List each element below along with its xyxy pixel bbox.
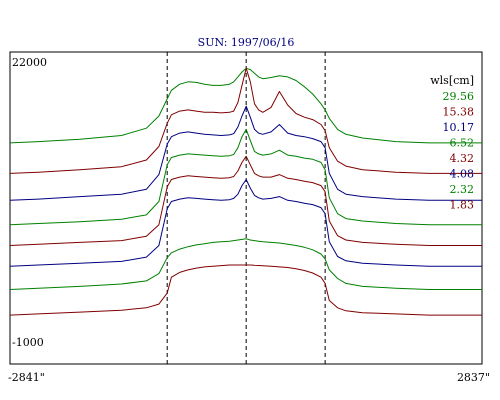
- chart-title: SUN: 1997/06/16: [198, 36, 295, 49]
- legend-entry-4.08: 4.08: [450, 168, 475, 181]
- series-line-6.52: [9, 128, 482, 226]
- x-tick-label-left: -2841": [8, 371, 45, 384]
- legend-entry-15.38: 15.38: [443, 106, 475, 119]
- y-tick-label-bottom: -1000: [12, 336, 44, 349]
- legend: wls[cm] 29.56 15.38 10.17 6.52 4.32 4.08 2.32 1…: [430, 74, 474, 212]
- series-line-15.38: [9, 67, 482, 174]
- series-line-10.17: [9, 105, 482, 201]
- series-line-29.56: [9, 67, 482, 144]
- legend-entry-4.32: 4.32: [450, 152, 475, 165]
- y-tick-label-top: 22000: [12, 56, 47, 69]
- series-line-1.83: [9, 264, 482, 316]
- legend-entry-2.32: 2.32: [450, 183, 475, 196]
- legend-entry-29.56: 29.56: [443, 90, 475, 103]
- series-group: [9, 67, 482, 316]
- legend-entry-6.52: 6.52: [450, 137, 475, 150]
- series-line-4.32: [9, 155, 482, 246]
- reference-lines: [166, 52, 326, 364]
- series-line-4.08: [9, 179, 482, 267]
- legend-entry-10.17: 10.17: [443, 121, 475, 134]
- series-line-2.32: [9, 238, 482, 290]
- x-tick-label-right: 2837": [457, 371, 490, 384]
- legend-title: wls[cm]: [430, 74, 474, 87]
- legend-entry-1.83: 1.83: [450, 199, 475, 212]
